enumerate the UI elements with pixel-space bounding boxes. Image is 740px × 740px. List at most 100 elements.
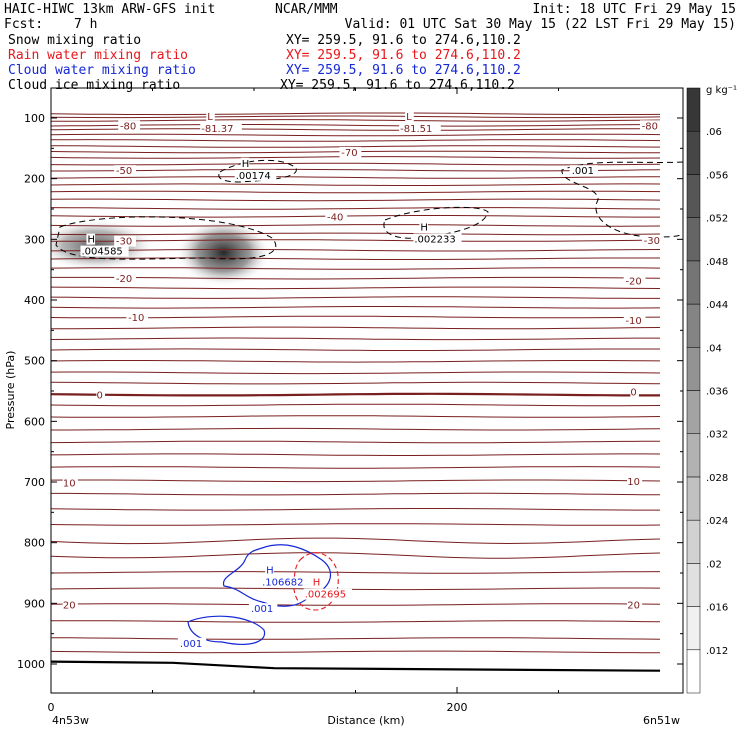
colorbar-bin bbox=[686, 649, 701, 694]
rain-water-contours bbox=[293, 552, 339, 611]
colorbar-bin bbox=[686, 390, 701, 434]
field-xy-cloud-water: XY= 259.5, 91.6 to 274.6,110.2 bbox=[286, 63, 521, 78]
y-axis-label: Pressure (hPa) bbox=[4, 351, 17, 430]
cloud-ice-max-value: .00174 bbox=[236, 171, 271, 182]
field-name-cloud-water: Cloud water mixing ratio bbox=[8, 63, 196, 78]
isotherm-line bbox=[51, 112, 661, 116]
isotherm-line bbox=[51, 133, 661, 137]
colorbar-label: .04 bbox=[706, 343, 722, 354]
terrain-surface-line bbox=[51, 660, 661, 672]
isotherm-line bbox=[51, 168, 661, 172]
colorbar-label: .052 bbox=[706, 214, 728, 225]
isotherm-label: -10 bbox=[128, 313, 144, 324]
isotherm-label-bg bbox=[641, 234, 664, 246]
plot-area: -80 -80 -70 -50 -40 -30 -30 -20 -20 -10 -10 0 0 10 10 2… bbox=[51, 110, 683, 672]
colorbar-label: .016 bbox=[706, 603, 728, 614]
isotherm-line bbox=[51, 190, 661, 194]
temperature-contours bbox=[51, 112, 661, 654]
isotherm-label-bg bbox=[339, 146, 362, 158]
isotherm-label-bg bbox=[62, 599, 78, 611]
cloud-ice-max-marker: H bbox=[242, 159, 250, 170]
isotherm-line bbox=[51, 637, 661, 640]
field-xy-rain: XY= 259.5, 91.6 to 274.6,110.2 bbox=[286, 48, 521, 63]
temperature-min-marker-bg bbox=[405, 110, 414, 122]
isotherm-label: -30 bbox=[644, 236, 660, 247]
colorbar-label: .06 bbox=[706, 127, 722, 138]
temperature-min-marker: L bbox=[207, 112, 213, 123]
isotherm-label: -50 bbox=[116, 166, 132, 177]
isotherm-line bbox=[51, 249, 661, 252]
cloud-water-max-value-bg bbox=[261, 576, 310, 588]
y-tick-label: 100 bbox=[24, 112, 45, 125]
isotherm-line bbox=[51, 360, 661, 363]
isotherm-line bbox=[51, 571, 661, 574]
colorbar-label: .02 bbox=[706, 559, 722, 570]
terrain-surface bbox=[51, 660, 661, 672]
isotherm-line bbox=[51, 508, 660, 511]
colorbar-bin bbox=[686, 519, 701, 564]
isotherm-label: 20 bbox=[627, 601, 640, 612]
colorbar-bin bbox=[686, 433, 701, 478]
colorbar-unit: g kg⁻¹ bbox=[706, 85, 737, 96]
y-tick-label: 500 bbox=[24, 355, 45, 368]
rain-water-contour bbox=[293, 552, 339, 611]
snow-shading-layer bbox=[51, 218, 272, 287]
rain-water-max-marker: H bbox=[313, 578, 321, 589]
colorbar: .012 .016 .02 .024 .028 .032 .036 .04 .044 .048 .0… bbox=[686, 87, 728, 694]
isotherm-line bbox=[51, 286, 661, 290]
isotherm-line bbox=[51, 620, 661, 623]
isotherm-label-bg bbox=[114, 235, 136, 247]
fcst-value: 7 h bbox=[74, 17, 97, 32]
isotherm-line bbox=[51, 119, 661, 122]
isotherm-line bbox=[51, 552, 661, 559]
isotherm-label: -80 bbox=[642, 121, 658, 132]
colorbar-label: .036 bbox=[706, 387, 728, 398]
snow-shading-blob bbox=[51, 219, 156, 272]
isotherm-line bbox=[51, 415, 661, 418]
cloud-ice-label: .001 bbox=[572, 166, 594, 177]
isotherm-line bbox=[51, 139, 661, 142]
fcst-label: Fcst: bbox=[4, 17, 43, 32]
cloud-ice-contour bbox=[55, 216, 277, 260]
isotherm-line bbox=[51, 115, 661, 119]
colorbar-label: .032 bbox=[706, 430, 728, 441]
isotherm-line bbox=[51, 207, 661, 210]
field-xy-snow: XY= 259.5, 91.6 to 274.6,110.2 bbox=[286, 33, 521, 48]
colorbar-bin bbox=[686, 476, 701, 521]
cloud-ice-max-value-bg bbox=[413, 233, 462, 245]
rain-water-max-value: .002695 bbox=[305, 590, 346, 601]
y-tick-label: 1000 bbox=[17, 658, 45, 671]
isotherm-line bbox=[51, 371, 661, 375]
cloud-ice-max-marker-bg bbox=[240, 157, 250, 169]
colorbar-bin bbox=[686, 87, 701, 132]
cloud-ice-label-bg bbox=[569, 165, 599, 177]
isotherm-label: -20 bbox=[116, 274, 132, 285]
isotherm-label-bg bbox=[630, 386, 639, 398]
y-tick-label: 700 bbox=[24, 476, 45, 489]
y-tick-label: 600 bbox=[24, 415, 45, 428]
cloud-ice-max-marker: H bbox=[87, 235, 95, 246]
isotherm-label-bg bbox=[118, 120, 141, 132]
isotherm-line bbox=[51, 239, 661, 242]
isotherm-line bbox=[51, 224, 661, 227]
isotherm-line bbox=[51, 650, 660, 654]
isotherm-label-bg bbox=[639, 120, 662, 132]
cloud-water-contour bbox=[222, 544, 332, 607]
isotherm-label: 0 bbox=[630, 388, 636, 399]
isotherm-line bbox=[51, 306, 661, 309]
colorbar-label: .044 bbox=[706, 300, 728, 311]
colorbar-label: .056 bbox=[706, 170, 728, 181]
isotherm-line bbox=[51, 232, 661, 236]
isotherm-line bbox=[51, 296, 660, 299]
isotherm-label: -70 bbox=[341, 148, 357, 159]
isotherm-label: -30 bbox=[116, 237, 132, 248]
temperature-min-value: -81.37 bbox=[201, 124, 233, 135]
field-name-snow: Snow mixing ratio bbox=[8, 33, 141, 48]
colorbar-label: .024 bbox=[706, 516, 728, 527]
colorbar-bin bbox=[686, 347, 701, 391]
rain-water-max-value-bg bbox=[303, 588, 352, 600]
isotherm-line bbox=[51, 176, 661, 179]
isotherm-line bbox=[51, 128, 661, 131]
